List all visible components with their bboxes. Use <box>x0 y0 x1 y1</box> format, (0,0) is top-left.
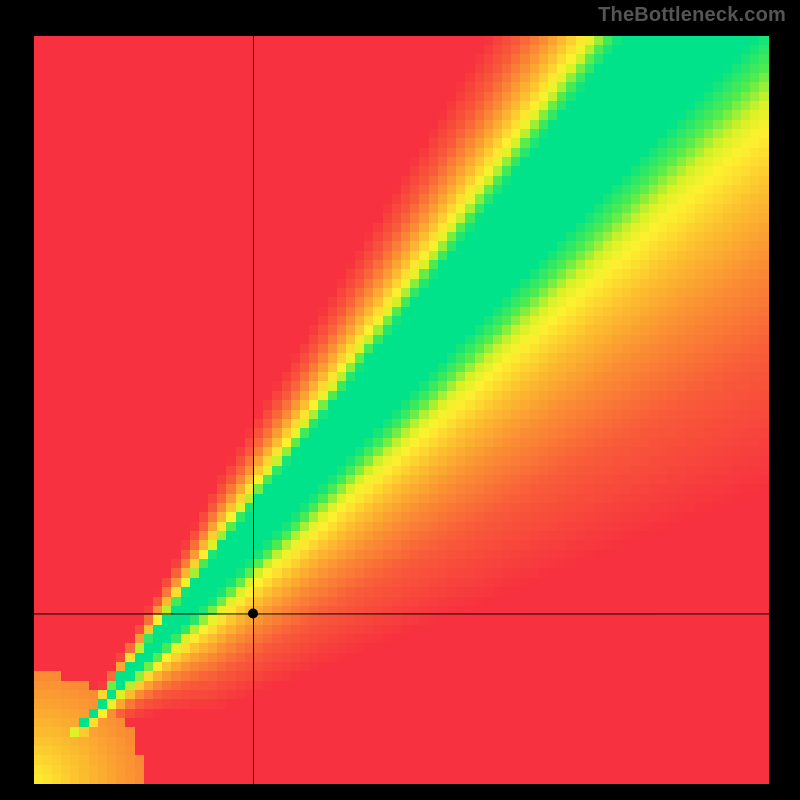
watermark-text: TheBottleneck.com <box>598 4 786 27</box>
chart-frame: { "watermark": { "text": "TheBottleneck.… <box>0 0 800 800</box>
crosshair-overlay <box>34 36 769 784</box>
